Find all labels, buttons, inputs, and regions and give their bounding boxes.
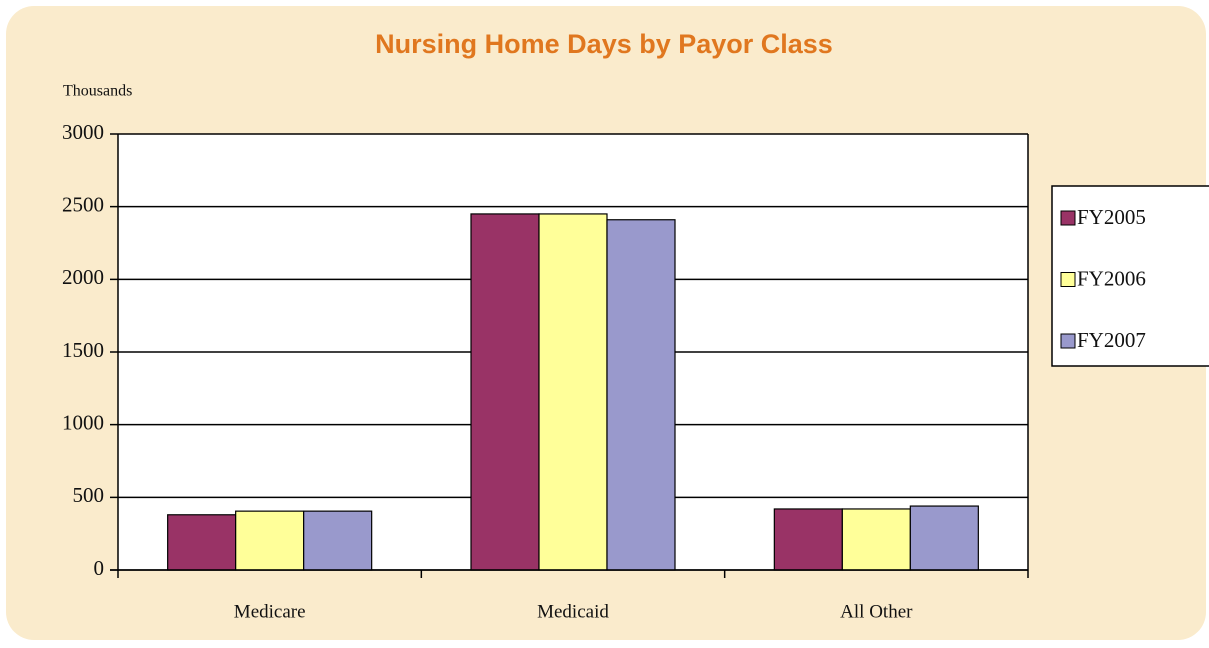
bar	[773, 508, 843, 571]
y-tick-label: 1500	[62, 338, 104, 362]
legend-swatch	[1060, 272, 1076, 287]
y-axis-label: Thousands	[63, 83, 132, 100]
x-tick-label: Medicare	[234, 601, 306, 622]
y-tick-label: 2500	[62, 192, 104, 216]
y-tick-label: 2000	[62, 265, 104, 289]
legend-swatch	[1060, 210, 1076, 226]
bar	[470, 213, 540, 571]
y-tick-label: 3000	[62, 120, 104, 144]
legend-label: FY2007	[1077, 328, 1146, 352]
bar	[303, 510, 373, 571]
legend-label: FY2006	[1077, 266, 1146, 290]
y-tick-label: 500	[73, 483, 105, 507]
legend	[1051, 185, 1209, 367]
chart-title: Nursing Home Days by Payor Class	[375, 29, 833, 59]
bar	[606, 219, 676, 571]
x-tick-label: All Other	[840, 601, 913, 622]
legend-swatch	[1060, 333, 1076, 349]
y-tick-label: 0	[94, 556, 105, 580]
y-tick-label: 1000	[62, 410, 104, 434]
bar	[167, 514, 237, 571]
bar	[841, 508, 911, 571]
bar	[235, 510, 305, 571]
x-tick-label: Medicaid	[537, 601, 609, 622]
legend-label: FY2005	[1077, 205, 1146, 229]
bar	[538, 213, 608, 571]
bar	[909, 505, 979, 571]
